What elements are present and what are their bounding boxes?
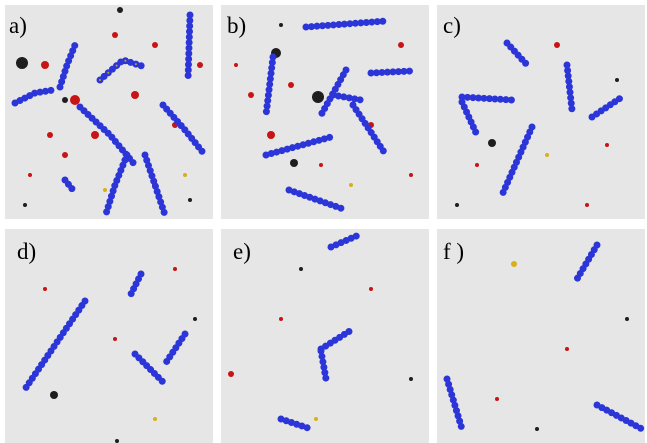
panel: c) xyxy=(437,5,645,219)
panel: b) xyxy=(221,5,429,219)
panel: e) xyxy=(221,229,429,443)
panel-background xyxy=(5,5,213,219)
panel: d) xyxy=(5,229,213,443)
panel-label: d) xyxy=(17,239,36,264)
figure: a) b) xyxy=(0,0,647,443)
panel: a) xyxy=(5,5,213,219)
panel-label: a) xyxy=(9,13,27,38)
panel-label: f ) xyxy=(443,239,464,264)
panel: f ) xyxy=(437,229,645,443)
panel-label: b) xyxy=(227,13,246,38)
panel-label: e) xyxy=(233,239,251,264)
panel-label: c) xyxy=(443,13,461,38)
panel-background xyxy=(221,229,429,443)
